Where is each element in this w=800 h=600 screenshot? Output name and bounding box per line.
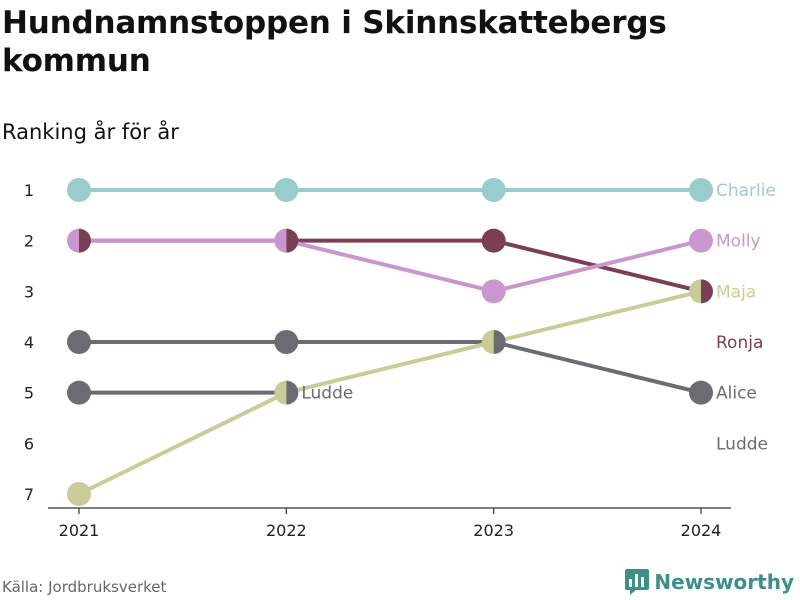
point-ronja-molly-2022-left	[274, 228, 287, 253]
point-ludde-maja-2022-right	[286, 380, 299, 405]
point-alice-maja-2023-left	[481, 330, 494, 354]
series-line-maja	[77, 289, 703, 496]
point-ronja-maja-2024-left	[689, 279, 701, 304]
end-label-ludde: Ludde	[716, 434, 768, 454]
y-tick-label: 6	[24, 434, 34, 453]
point-ronja-molly-2021-right	[79, 228, 91, 253]
point-charlie-2022	[274, 178, 299, 202]
point-charlie-2024	[689, 178, 713, 202]
point-alice-2021	[67, 330, 91, 354]
brand-logo[interactable]: Newsworthy	[625, 569, 794, 595]
point-ludde-maja-2022-left	[274, 380, 287, 405]
point-charlie-2021	[67, 178, 91, 202]
point-ronja-molly-2022-right	[286, 228, 299, 253]
x-tick-label: 2023	[473, 521, 514, 540]
y-tick-label: 7	[24, 485, 34, 504]
end-label-molly: Molly	[716, 232, 761, 252]
point-molly-2023	[481, 279, 506, 304]
x-tick-label: 2024	[681, 521, 722, 540]
line-layer	[77, 188, 703, 496]
y-tick-label: 4	[24, 333, 34, 352]
point-alice-2022	[274, 330, 299, 354]
series-line-molly	[77, 238, 703, 294]
point-ludde-2021	[67, 380, 91, 405]
chart-subtitle: Ranking år för år	[2, 120, 179, 144]
end-label-ronja: Ronja	[716, 333, 763, 353]
point-charlie-2023	[481, 178, 506, 202]
chart-title: Hundnamnstoppen i Skinnskattebergs kommu…	[2, 5, 667, 79]
end-label-charlie: Charlie	[716, 181, 776, 201]
point-ronja-molly-2021-left	[67, 228, 79, 253]
series-line-alice	[77, 340, 703, 395]
source-note: Källa: Jordbruksverket	[2, 578, 167, 596]
y-tick-label: 3	[24, 282, 34, 301]
y-tick-label: 2	[24, 232, 34, 251]
point-layer	[67, 178, 713, 506]
point-alice-maja-2023-right	[493, 330, 506, 354]
bar-chart-logo-icon	[625, 569, 650, 595]
inline-label-ludde: Ludde	[301, 384, 353, 404]
point-maja-2021	[67, 482, 91, 506]
x-tick-label: 2021	[59, 521, 100, 540]
y-tick-label: 5	[24, 384, 34, 403]
point-ronja-maja-2024-right	[701, 279, 713, 304]
y-tick-label: 1	[24, 181, 34, 200]
label-layer: Charlie Molly Maja Ronja Alice Ludde Ludde	[301, 181, 776, 454]
x-tick-label: 2022	[266, 521, 307, 540]
point-molly-2024	[689, 228, 713, 253]
end-label-alice: Alice	[716, 384, 757, 404]
point-ronja-2023	[481, 228, 506, 253]
end-label-maja: Maja	[716, 282, 756, 302]
axis-layer: 2021 2022 2023 2024 1 2 3 4 5 6 7	[24, 181, 731, 540]
point-alice-2024	[689, 380, 713, 405]
brand-name: Newsworthy	[654, 570, 794, 594]
